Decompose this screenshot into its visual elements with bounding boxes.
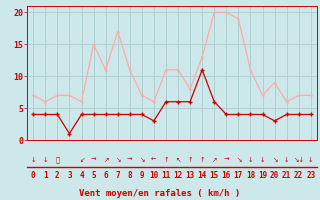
Text: 16: 16	[222, 171, 231, 180]
Text: 2: 2	[55, 171, 60, 180]
Text: ⤴: ⤴	[55, 157, 60, 163]
Text: 19: 19	[258, 171, 267, 180]
Text: Vent moyen/en rafales ( km/h ): Vent moyen/en rafales ( km/h )	[79, 188, 241, 198]
Text: ↓: ↓	[43, 157, 48, 163]
Text: 15: 15	[210, 171, 219, 180]
Text: ←: ←	[151, 157, 157, 163]
Text: ↘: ↘	[139, 157, 145, 163]
Text: 11: 11	[161, 171, 171, 180]
Text: 13: 13	[186, 171, 195, 180]
Text: ↙: ↙	[79, 157, 84, 163]
Text: 7: 7	[116, 171, 120, 180]
Text: ↓: ↓	[308, 157, 314, 163]
Text: ↑: ↑	[187, 157, 193, 163]
Text: 20: 20	[270, 171, 279, 180]
Text: →: →	[91, 157, 96, 163]
Text: 9: 9	[140, 171, 144, 180]
Text: 1: 1	[43, 171, 48, 180]
Text: →: →	[224, 157, 229, 163]
Text: 5: 5	[91, 171, 96, 180]
Text: 23: 23	[306, 171, 316, 180]
Text: ↘: ↘	[272, 157, 277, 163]
Text: 12: 12	[173, 171, 183, 180]
Text: 22: 22	[294, 171, 303, 180]
Text: 0: 0	[31, 171, 36, 180]
Text: 6: 6	[103, 171, 108, 180]
Text: 10: 10	[149, 171, 158, 180]
Text: ↗: ↗	[212, 157, 217, 163]
Text: ↑: ↑	[199, 157, 205, 163]
Text: 21: 21	[282, 171, 291, 180]
Text: ↘↓: ↘↓	[293, 157, 304, 163]
Text: 4: 4	[79, 171, 84, 180]
Text: ↑: ↑	[163, 157, 169, 163]
Text: ↖: ↖	[175, 157, 181, 163]
Text: 3: 3	[67, 171, 72, 180]
Text: 8: 8	[127, 171, 132, 180]
Text: ↓: ↓	[248, 157, 253, 163]
Text: 17: 17	[234, 171, 243, 180]
Text: 14: 14	[197, 171, 207, 180]
Text: ↘: ↘	[115, 157, 120, 163]
Text: ↘: ↘	[236, 157, 241, 163]
Text: 18: 18	[246, 171, 255, 180]
Text: ↓: ↓	[284, 157, 289, 163]
Text: ↓: ↓	[30, 157, 36, 163]
Text: ↓: ↓	[260, 157, 265, 163]
Text: ↗: ↗	[103, 157, 108, 163]
Text: →: →	[127, 157, 132, 163]
